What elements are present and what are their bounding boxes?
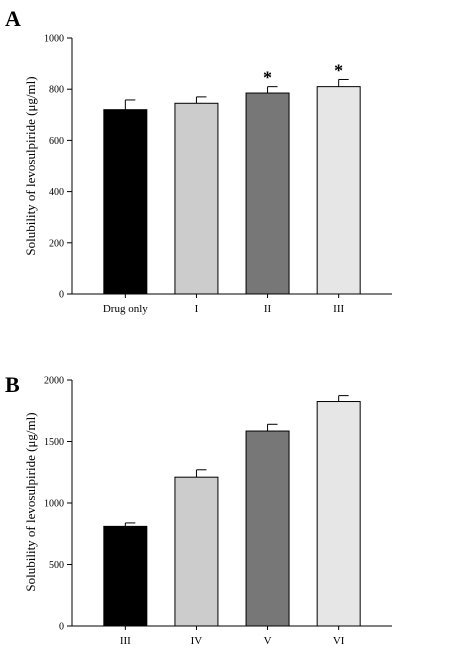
panel-a-bar-1 xyxy=(103,109,148,295)
panel-b-y-tick-label: 1500 xyxy=(44,437,64,448)
panel-b-letter: B xyxy=(5,372,20,397)
panel-b-y-tick-label: 0 xyxy=(59,622,64,633)
panel-a-y-tick-label: 200 xyxy=(49,238,64,249)
panel-b-x-tick-label: V xyxy=(264,635,272,647)
panel-a-bar-4 xyxy=(316,86,361,295)
panel-b-bar-1 xyxy=(103,525,148,627)
panel-b-bar-3 xyxy=(245,430,290,627)
panel-b-y-tick-label: 500 xyxy=(49,560,64,571)
panel-a-y-tick-label: 400 xyxy=(49,187,64,198)
panel-a-bar-3 xyxy=(245,92,290,295)
panel-b-plot: 0 500 1000 1500 2000 III IV V VI xyxy=(44,376,392,647)
panel-a-letter: A xyxy=(5,6,21,31)
panel-a-y-tick-label: 800 xyxy=(49,85,64,96)
panel-a: A Solubility of levosulpiride (μg/ml) 0 2… xyxy=(5,6,392,315)
panel-a-x-tick-label: Drug only xyxy=(103,303,148,315)
panel-b-x-tick-label: III xyxy=(120,635,131,647)
panel-a-bar-2 xyxy=(174,102,219,295)
panel-b-y-tick-label: 1000 xyxy=(44,499,64,510)
panel-a-y-tick-label: 600 xyxy=(49,136,64,147)
panel-a-x-tick-label: III xyxy=(333,303,344,315)
panel-b-y-axis-title: Solubility of levosulpiride (μg/ml) xyxy=(23,412,38,591)
panel-a-y-axis-title: Solubility of levosulpiride (μg/ml) xyxy=(23,76,38,255)
panel-b-x-tick-label: IV xyxy=(191,635,203,647)
panel-b: B Solubility of levosulpiride (μg/ml) 0 5… xyxy=(5,372,392,647)
panel-a-x-tick-label: II xyxy=(264,303,272,315)
panel-a-y-tick-label: 0 xyxy=(59,290,64,301)
panel-a-x-tick-label: I xyxy=(195,303,199,315)
panel-b-x-tick-label: VI xyxy=(333,635,345,647)
panel-a-significance-mark: * xyxy=(334,60,343,80)
panel-b-bar-2 xyxy=(174,476,219,627)
panel-a-y-tick-label: 1000 xyxy=(44,34,64,45)
panel-b-y-tick-label: 2000 xyxy=(44,376,64,387)
panel-a-significance-mark: * xyxy=(263,68,272,88)
panel-b-bar-4 xyxy=(316,401,361,627)
